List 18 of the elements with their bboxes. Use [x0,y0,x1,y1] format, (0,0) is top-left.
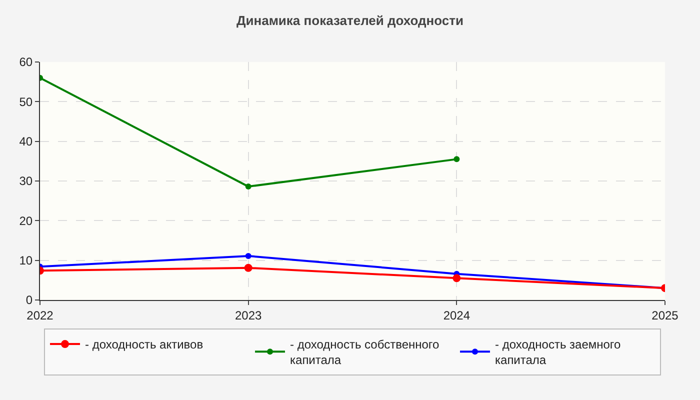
x-tick-label: 2022 [26,308,54,322]
y-tick-label: 60 [19,55,33,70]
legend-label: - доходность заемного капитала [495,338,622,368]
point [454,156,460,162]
y-tick-label: 30 [19,174,33,188]
x-tick-label: 2024 [443,308,470,322]
point [245,252,252,259]
point [245,184,252,190]
y-tick-label: 0 [26,293,33,308]
legend-label: - доходность активов [85,338,204,352]
chart-title: Динамика показателей доходности [236,13,464,28]
y-tick-label: 10 [19,254,33,268]
legend-label: - доходность собственного капитала [290,338,440,368]
y-tick-label: 20 [19,214,33,228]
x-tick-label: 2025 [652,308,679,322]
x-tick-label: 2023 [234,308,262,322]
y-tick-label: 50 [19,94,33,109]
y-tick-label: 40 [19,134,33,149]
